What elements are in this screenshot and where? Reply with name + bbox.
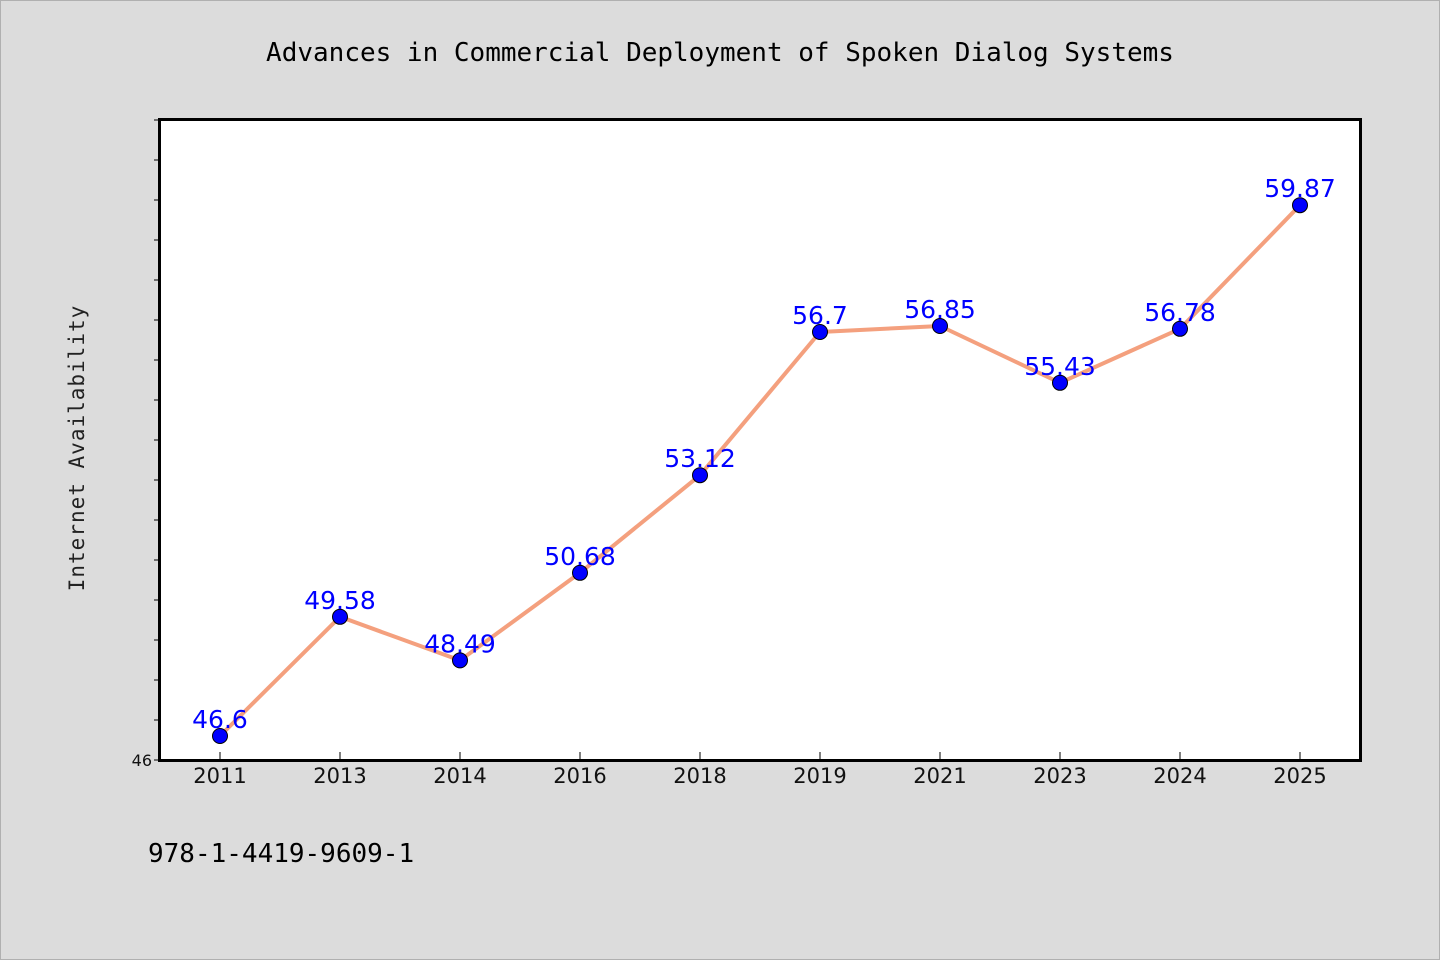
x-tick-label: 2011 <box>193 764 246 788</box>
data-point <box>1292 197 1308 214</box>
data-label: 55.43 <box>1024 352 1096 381</box>
data-point <box>812 324 828 340</box>
data-label: 48.49 <box>424 629 496 658</box>
y-tick-label: 46 <box>132 751 152 770</box>
data-markers <box>212 197 1308 744</box>
series-line <box>218 203 1302 738</box>
x-tick-label: 2016 <box>553 764 606 788</box>
data-label: 50.68 <box>544 542 616 571</box>
isbn-footnote: 978-1-4419-9609-1 <box>148 839 414 869</box>
plot-area <box>158 118 1362 762</box>
data-label: 56.78 <box>1144 298 1216 327</box>
data-point <box>452 652 468 669</box>
data-label: 56.7 <box>792 301 848 330</box>
x-tick-label: 2019 <box>793 764 846 788</box>
data-label: 49.58 <box>304 586 376 615</box>
data-label: 56.85 <box>904 295 976 324</box>
data-point <box>572 564 588 581</box>
x-tick-label: 2025 <box>1273 764 1326 788</box>
data-point <box>692 467 708 484</box>
data-labels: 46.6 49.58 48.49 50.68 53.12 56.7 56.85 55.43 56… <box>192 174 1336 734</box>
data-point <box>212 728 228 744</box>
x-tick-label: 2021 <box>913 764 966 788</box>
x-tick-label: 2024 <box>1153 764 1206 788</box>
x-tick-label: 2014 <box>433 764 486 788</box>
x-tick-label: 2018 <box>673 764 726 788</box>
y-axis-ticks: 46 <box>132 119 160 770</box>
y-axis-label: Internet Availability <box>65 305 89 592</box>
data-label: 53.12 <box>664 444 736 473</box>
x-tick-label: 2013 <box>313 764 366 788</box>
data-point <box>1172 320 1188 337</box>
x-axis-ticks: 2011 2013 2014 2016 2018 2019 2021 2023 2024 2025 <box>193 752 1327 788</box>
data-label: 59.87 <box>1264 174 1336 203</box>
x-tick-label: 2023 <box>1033 764 1086 788</box>
series-line-group <box>218 203 1302 738</box>
data-point <box>932 318 948 334</box>
data-label: 46.6 <box>192 705 248 734</box>
data-point <box>332 608 348 625</box>
data-point <box>1052 374 1068 391</box>
chart-title: Advances in Commercial Deployment of Spo… <box>266 38 1174 68</box>
